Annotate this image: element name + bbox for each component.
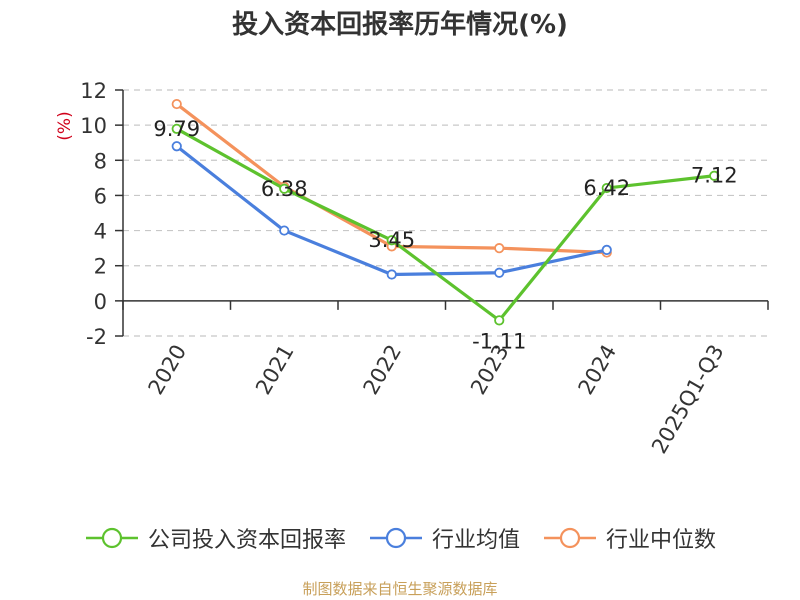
x-tick-label: 2022 <box>359 341 407 399</box>
data-labels: 9.79 6.38 3.45 -1.11 6.42 7.12 <box>153 117 737 354</box>
data-point <box>386 269 397 280</box>
y-tick-label: 0 <box>94 290 107 314</box>
grid-lines <box>123 89 768 337</box>
data-point <box>279 183 290 194</box>
x-tick-label: 2025Q1-Q3 <box>647 341 729 458</box>
legend-label: 公司投入资本回报率 <box>147 528 346 553</box>
data-point <box>494 243 505 254</box>
data-point <box>171 141 182 152</box>
y-axis-label: (%) <box>55 111 75 140</box>
data-point <box>171 98 182 110</box>
data-label: 9.79 <box>153 117 200 141</box>
y-tick-label: -2 <box>86 325 107 349</box>
y-tick-label: 10 <box>80 114 107 138</box>
chart-title: 投入资本回报率历年情况(%) <box>232 10 568 40</box>
x-tick-label: 2021 <box>251 341 299 399</box>
legend-swatch-icon <box>544 527 596 549</box>
y-tick-label: 2 <box>94 255 107 279</box>
x-tick-label: 2020 <box>144 341 192 399</box>
data-point <box>601 244 612 255</box>
data-point <box>386 235 397 246</box>
legend-swatch-icon <box>85 527 138 549</box>
data-label: 6.42 <box>583 176 630 200</box>
data-label: 3.45 <box>368 228 415 252</box>
legend-item[interactable]: 公司投入资本回报率 <box>84 522 346 554</box>
legend-label: 行业均值 <box>431 528 520 553</box>
y-tick-label: 12 <box>80 79 107 103</box>
data-label: -1.11 <box>472 329 526 353</box>
legend-swatch-icon <box>369 527 422 549</box>
data-point <box>494 315 505 326</box>
series-layer <box>171 98 720 326</box>
data-point <box>709 170 720 181</box>
series-line <box>175 127 715 322</box>
data-point <box>279 225 290 236</box>
data-point <box>494 267 505 278</box>
legend-label: 行业中位数 <box>606 528 717 553</box>
legend: 公司投入资本回报率 行业均值 行业中位数 <box>0 518 800 558</box>
y-tick-label: 4 <box>94 220 107 244</box>
data-label: 6.38 <box>261 177 308 201</box>
legend-item[interactable]: 行业均值 <box>368 522 520 554</box>
y-tick-label: 8 <box>94 149 107 173</box>
data-point <box>171 123 182 134</box>
source-note: 制图数据来自恒生聚源数据库 <box>302 580 498 598</box>
x-tick-label: 2024 <box>574 341 622 399</box>
data-label: 7.12 <box>691 164 738 188</box>
y-tick-label: 6 <box>94 184 107 208</box>
legend-item[interactable]: 行业中位数 <box>542 522 716 554</box>
data-point <box>601 182 612 194</box>
